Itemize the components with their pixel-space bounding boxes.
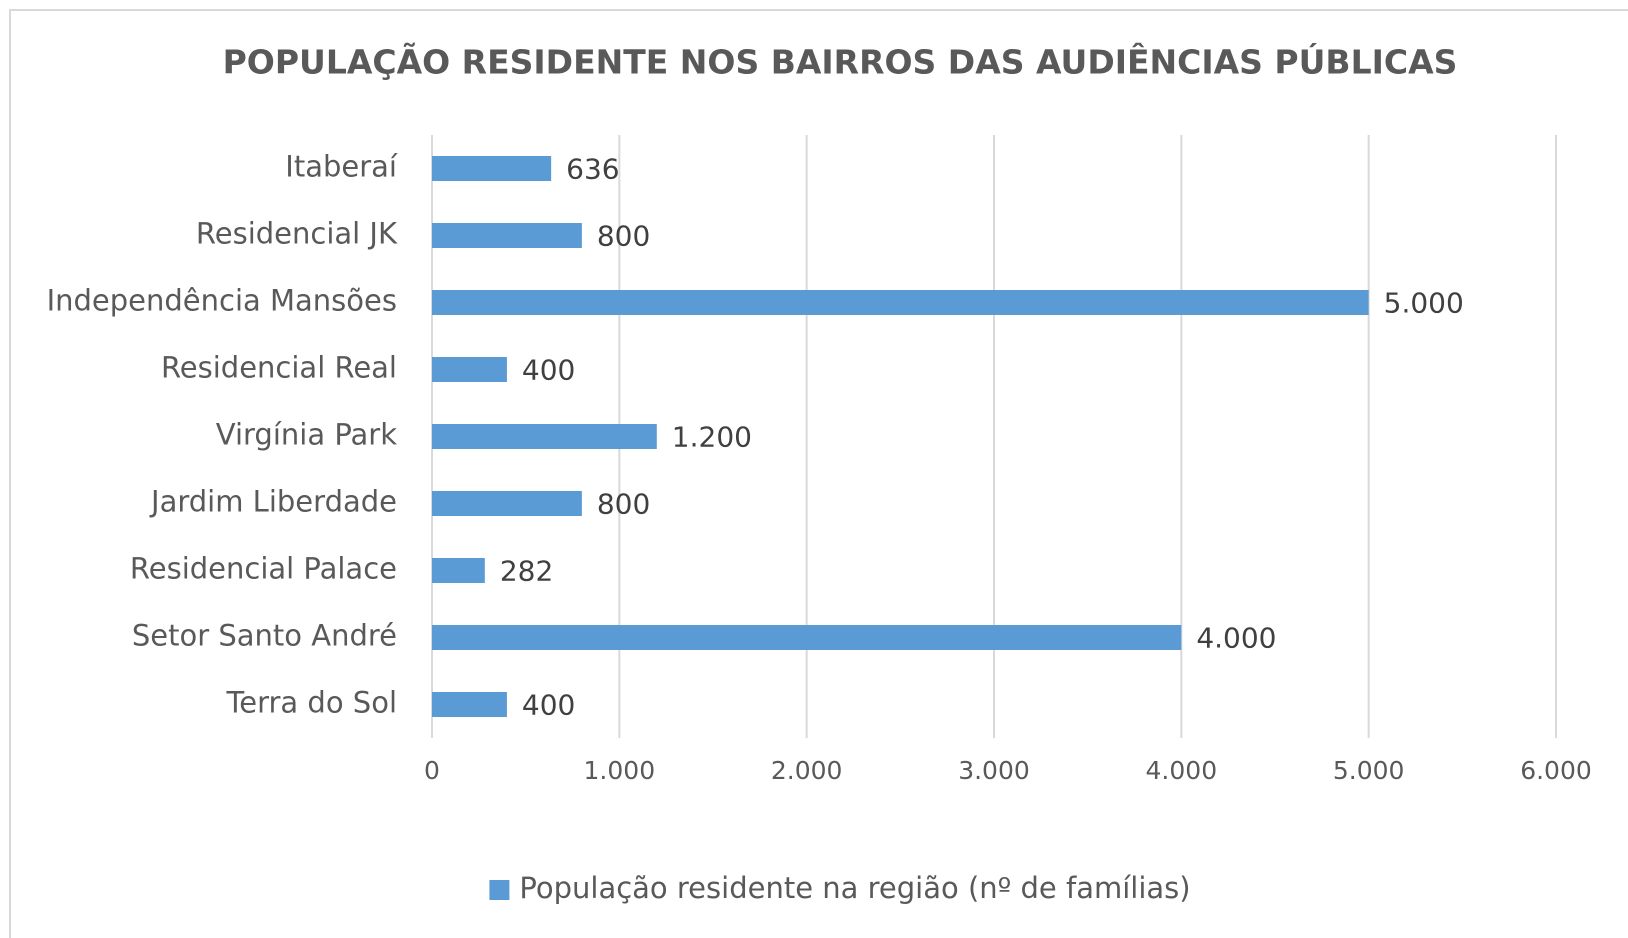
y-tick-label: Terra do Sol (225, 686, 397, 720)
bar (432, 290, 1369, 315)
value-label: 1.200 (672, 421, 752, 454)
bar (432, 357, 507, 382)
x-tick-label: 6.000 (1520, 756, 1592, 785)
value-label: 800 (597, 220, 650, 253)
bar (432, 625, 1182, 650)
x-tick-label: 0 (424, 756, 440, 785)
y-tick-label: Residencial Real (161, 351, 397, 385)
bar (432, 424, 657, 449)
x-tick-label: 4.000 (1146, 756, 1218, 785)
chart-title: POPULAÇÃO RESIDENTE NOS BAIRROS DAS AUDI… (223, 42, 1458, 82)
bar (432, 558, 485, 583)
y-tick-label: Independência Mansões (47, 284, 397, 318)
x-tick-label: 1.000 (584, 756, 656, 785)
value-label: 636 (566, 153, 619, 186)
x-tick-label: 3.000 (958, 756, 1030, 785)
value-label: 400 (522, 689, 575, 722)
value-label: 5.000 (1384, 287, 1464, 320)
value-label: 282 (500, 555, 553, 588)
bar (432, 156, 552, 181)
y-tick-label: Jardim Liberdade (149, 485, 397, 519)
value-label: 400 (522, 354, 575, 387)
chart-border (9, 9, 1628, 938)
bar (432, 692, 507, 717)
x-tick-label: 2.000 (771, 756, 843, 785)
y-tick-label: Setor Santo André (132, 619, 397, 653)
legend-label: População residente na região (nº de fam… (519, 871, 1190, 905)
legend-swatch (489, 880, 510, 900)
y-tick-label: Residencial JK (196, 217, 398, 251)
y-tick-label: Virgínia Park (216, 418, 397, 452)
y-tick-label: Itaberaí (285, 150, 398, 184)
x-tick-label: 5.000 (1333, 756, 1405, 785)
value-label: 4.000 (1196, 622, 1276, 655)
y-tick-label: Residencial Palace (130, 552, 397, 586)
bar (432, 491, 582, 516)
bar (432, 223, 582, 248)
value-label: 800 (597, 488, 650, 521)
